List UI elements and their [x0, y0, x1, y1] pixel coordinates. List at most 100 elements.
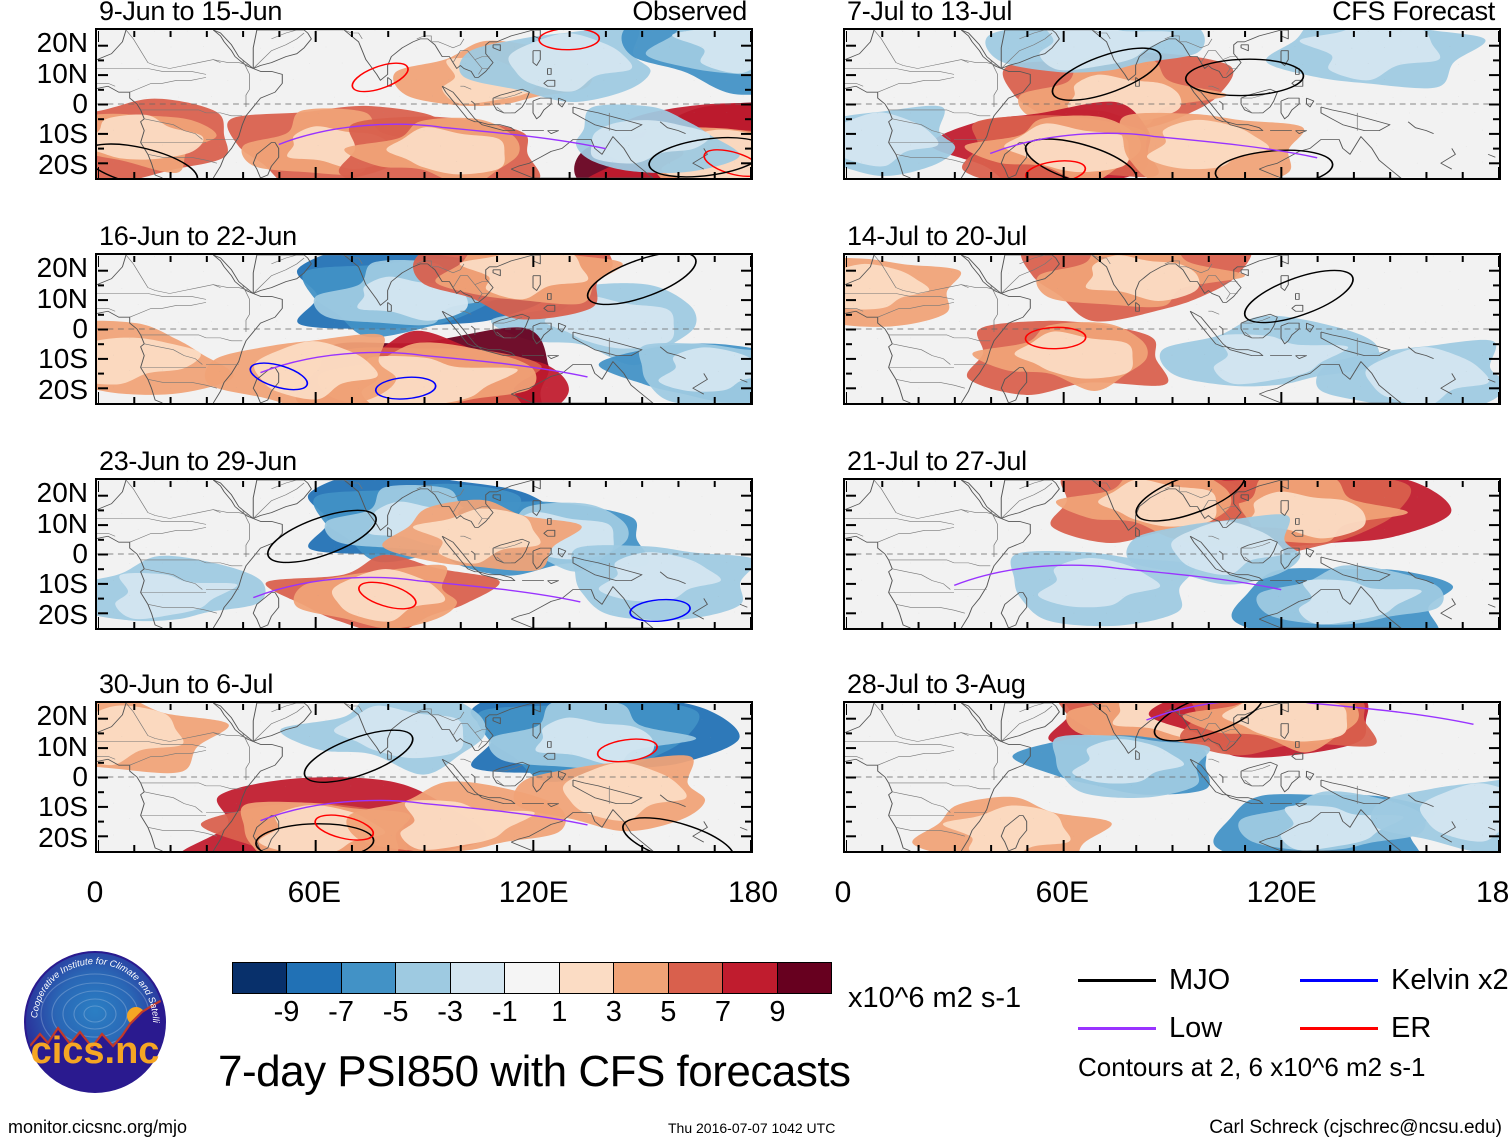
colorbar-tick-1: 1	[551, 996, 568, 1028]
panel-plot-area-1	[95, 253, 753, 405]
y-axis-label-20S-row2: 20S	[38, 598, 88, 630]
wave-contours	[252, 509, 691, 623]
x-axis-label-right-120E: 120E	[1246, 876, 1317, 909]
contour-low-1	[260, 351, 588, 378]
colorbar-segment-2	[341, 963, 397, 993]
contour-mjo-0	[1135, 480, 1246, 522]
y-axis-label-20N-row3: 20N	[36, 700, 88, 732]
panel-tickmarks-7	[845, 703, 1499, 851]
column-header-right: CFS Forecast	[1332, 0, 1495, 26]
panel-title-3: 30-Jun to 6-Jul	[99, 669, 274, 699]
contour-er-2	[358, 581, 417, 610]
logo-graphic: cics.nc Cooperative Institute for Climat…	[15, 940, 166, 1093]
contour-er-2	[703, 149, 751, 178]
panel-plot-area-4	[843, 28, 1501, 180]
anomaly-shading	[97, 703, 740, 851]
contour-mjo-0	[586, 255, 697, 306]
y-axis-label-20N-row0: 20N	[36, 27, 88, 59]
colorbar-segment-3	[396, 963, 451, 993]
anomaly-shading	[845, 255, 1499, 403]
y-axis-label-20S-row1: 20S	[38, 373, 88, 405]
colorbar-tick-labels: -9 -7 -5 -3 -1 1 3 5 7 9	[232, 998, 832, 1032]
stipple-texture	[845, 703, 1492, 837]
x-axis-label-left-180: 180	[727, 876, 779, 909]
panel-tickmarks-0	[97, 30, 751, 178]
y-axis-label-20N-row1: 20N	[36, 252, 88, 284]
column-header-left: Observed	[632, 0, 747, 26]
x-axis-label-left-60E: 60E	[287, 876, 342, 909]
stipple-texture	[97, 703, 744, 837]
coastlines	[97, 30, 748, 178]
wave-contours	[97, 30, 751, 178]
contour-mjo-0	[266, 509, 377, 564]
wave-contours	[249, 255, 697, 400]
x-axis-label-right-60E: 60E	[1035, 876, 1090, 909]
panel-map-3	[97, 703, 751, 851]
legend-swatch-mjo	[1078, 979, 1156, 982]
footer-site-url[interactable]: monitor.cicsnc.org/mjo	[8, 1117, 188, 1137]
contour-low-1	[252, 576, 581, 603]
contour-mjo-1	[1184, 58, 1305, 97]
panel-ticks	[845, 480, 1499, 628]
panel-title-6: 21-Jul to 27-Jul	[847, 446, 1027, 476]
colorbar-tick--5: -5	[382, 996, 409, 1028]
colorbar-segment-7	[614, 963, 669, 993]
contour-mjo-0	[1153, 703, 1264, 742]
political-borders	[97, 255, 610, 389]
x-axis-label-left-0: 0	[86, 876, 104, 909]
coastlines	[845, 255, 1496, 403]
y-axis-label-10S-row1: 10S	[38, 343, 88, 375]
colorbar-segment-9	[723, 963, 778, 993]
y-axis-label-0-row3: 0	[72, 761, 88, 792]
contour-mjo-2	[622, 817, 735, 851]
y-axis-label-0-row1: 0	[72, 313, 88, 344]
contour-mjo-4	[97, 143, 199, 178]
anomaly-shading	[97, 480, 751, 628]
footer-author[interactable]: Carl Schreck (cjschrec@ncsu.edu)	[1209, 1117, 1502, 1138]
y-axis-label-10N-row1: 10N	[36, 282, 88, 314]
legend-swatch-kelvin-x2	[1300, 979, 1378, 982]
panel-title-4: 7-Jul to 13-Jul	[847, 0, 1013, 26]
colorbar-tick--3: -3	[437, 996, 464, 1028]
panel-title-2: 23-Jun to 29-Jun	[99, 446, 297, 476]
coastlines	[845, 480, 1496, 628]
coastlines	[97, 480, 748, 628]
coastlines	[845, 30, 1496, 178]
logo-wordmark: cics.nc	[31, 1030, 160, 1072]
y-axis-label-0-row2: 0	[72, 538, 88, 569]
panel-ticks	[845, 30, 1499, 178]
x-axis-label-right-0: 0	[834, 876, 852, 909]
stipple-texture	[97, 255, 744, 389]
contour-er-4	[314, 814, 375, 841]
contour-er-1	[1024, 326, 1087, 350]
colorbar-tick-5: 5	[660, 996, 677, 1028]
coastlines	[845, 703, 1496, 851]
contour-low-3	[260, 799, 588, 826]
stipple-texture	[845, 255, 1492, 389]
panel-ticks	[97, 703, 751, 851]
contour-low-3	[278, 123, 607, 150]
anomaly-shading	[912, 703, 1499, 851]
colorbar-segment-0	[233, 963, 288, 993]
legend-swatch-low	[1078, 1027, 1156, 1030]
wave-contours	[989, 47, 1334, 178]
footer-timestamp: Thu 2016-07-07 1042 UTC	[668, 1120, 836, 1136]
wave-contours	[1024, 269, 1354, 350]
y-axis-label-10N-row2: 10N	[36, 507, 88, 539]
y-axis-label-10N-row3: 10N	[36, 730, 88, 762]
y-axis-label-10N-row0: 10N	[36, 57, 88, 89]
wave-contours	[255, 729, 735, 851]
colorbar-tick-9: 9	[769, 996, 786, 1028]
political-borders	[97, 480, 610, 614]
wave-contours	[1146, 703, 1474, 742]
contour-kelvinx-3	[629, 598, 691, 623]
colorbar-tick--1: -1	[491, 996, 518, 1028]
legend-swatch-er	[1300, 1027, 1378, 1030]
coastlines	[97, 703, 748, 851]
legend-entry-low: Low	[1078, 1014, 1222, 1043]
panel-title-1: 16-Jun to 22-Jun	[99, 221, 297, 251]
contour-low-1	[1146, 703, 1474, 725]
y-axis-label-20S-row0: 20S	[38, 148, 88, 180]
cicsnc-logo: cics.nc Cooperative Institute for Climat…	[15, 940, 173, 1100]
legend-entry-mjo: MJO	[1078, 966, 1230, 995]
